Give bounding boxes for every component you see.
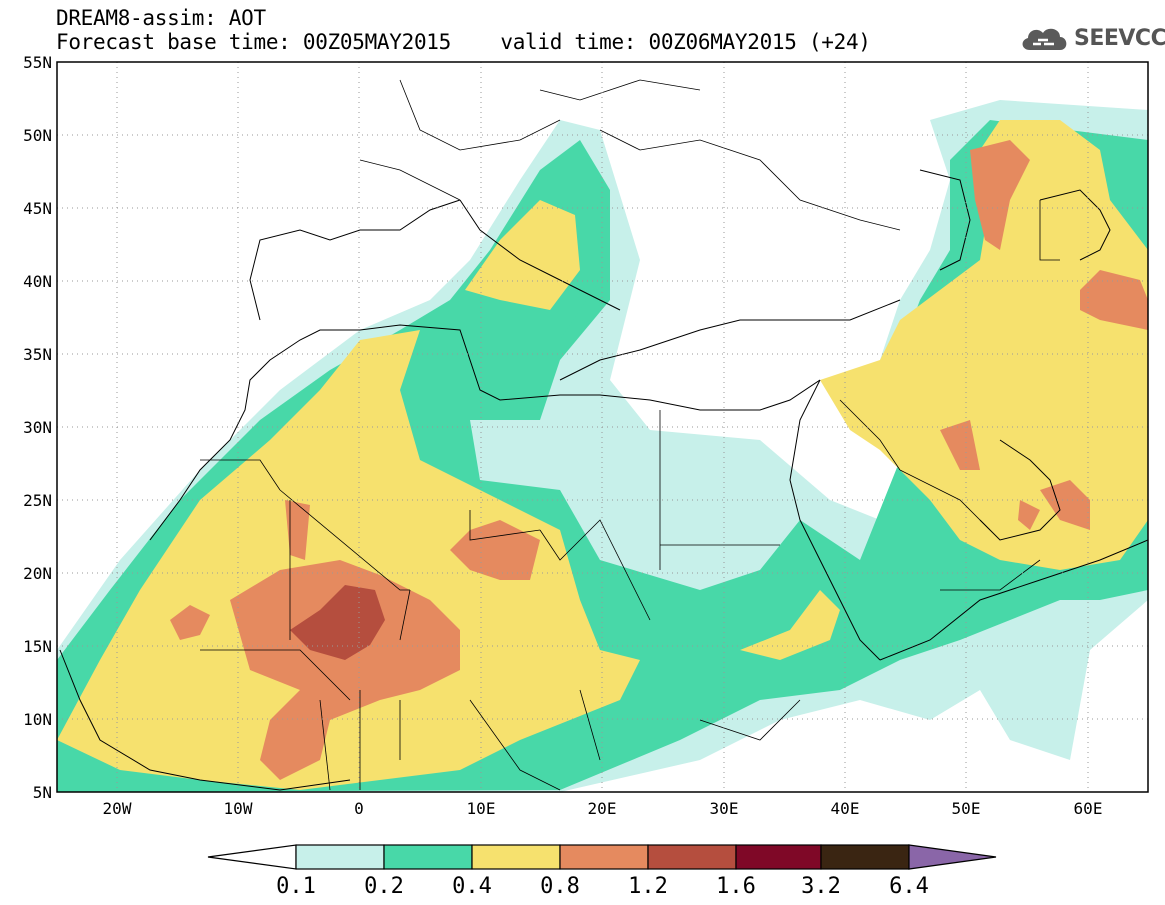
valid-time-text: valid time: 00Z06MAY2015 (+24)	[500, 30, 871, 54]
lat-label: 5N	[33, 783, 52, 802]
map-frame	[56, 61, 1149, 793]
colorbar-over-triangle	[908, 844, 997, 870]
colorbar-swatch	[820, 844, 910, 870]
colorbar-label: 6.4	[889, 874, 929, 899]
lon-label: 50E	[952, 799, 981, 818]
aot-level-0-4	[57, 120, 1148, 790]
aot-level-1-2	[290, 585, 385, 660]
aot-field	[57, 62, 1148, 792]
colorbar-label: 3.2	[801, 874, 841, 899]
colorbar-label: 0.4	[452, 874, 492, 899]
lat-label: 55N	[23, 53, 52, 72]
colorbar-swatch	[735, 844, 822, 870]
lat-label: 25N	[23, 491, 52, 510]
gridlines	[57, 62, 1148, 792]
colorbar-swatch	[647, 844, 737, 870]
colorbar-swatch	[559, 844, 649, 870]
colorbar-swatch	[471, 844, 561, 870]
lon-label: 20E	[588, 799, 617, 818]
colorbar: 0.1 0.2 0.4 0.8 1.2 1.6 3.2 6.4	[207, 844, 997, 899]
lon-axis: 20W 10W 0 10E 20E 30E 40E 50E 60E	[103, 799, 1103, 818]
coastlines	[59, 169, 1148, 791]
cloud-logo-icon	[1022, 28, 1067, 50]
lon-label: 10W	[224, 799, 253, 818]
colorbar-under-triangle	[207, 844, 297, 870]
lat-label: 50N	[23, 126, 52, 145]
borders	[200, 79, 1060, 791]
colorbar-label: 0.2	[364, 874, 404, 899]
seevccc-logo: SEEVCCC	[1018, 22, 1165, 54]
lon-label: 60E	[1074, 799, 1103, 818]
lat-label: 40N	[23, 272, 52, 291]
lat-label: 45N	[23, 199, 52, 218]
lon-label: 20W	[103, 799, 132, 818]
title-line-1: DREAM8-assim: AOT	[56, 6, 266, 30]
colorbar-label: 0.8	[540, 874, 580, 899]
colorbar-label: 1.2	[628, 874, 668, 899]
chart-title: DREAM8-assim: AOT Forecast base time: 00…	[56, 6, 871, 54]
lat-label: 10N	[23, 710, 52, 729]
lat-label: 35N	[23, 345, 52, 364]
colorbar-swatch	[295, 844, 385, 870]
base-time-text: Forecast base time: 00Z05MAY2015	[56, 30, 451, 54]
lat-label: 30N	[23, 418, 52, 437]
colorbar-label: 0.1	[276, 874, 316, 899]
aot-level-0-8	[170, 140, 1148, 780]
title-line-2: Forecast base time: 00Z05MAY2015 valid t…	[56, 30, 871, 54]
lon-label: 40E	[831, 799, 860, 818]
logo-text: SEEVCCC	[1074, 25, 1165, 51]
colorbar-swatch	[383, 844, 473, 870]
lon-label: 0	[354, 799, 364, 818]
lat-label: 15N	[23, 637, 52, 656]
lon-label: 10E	[467, 799, 496, 818]
colorbar-label: 1.6	[716, 874, 756, 899]
lat-label: 20N	[23, 564, 52, 583]
lat-axis: 55N 50N 45N 40N 35N 30N 25N 20N 15N 10N …	[23, 53, 52, 802]
lon-label: 30E	[710, 799, 739, 818]
